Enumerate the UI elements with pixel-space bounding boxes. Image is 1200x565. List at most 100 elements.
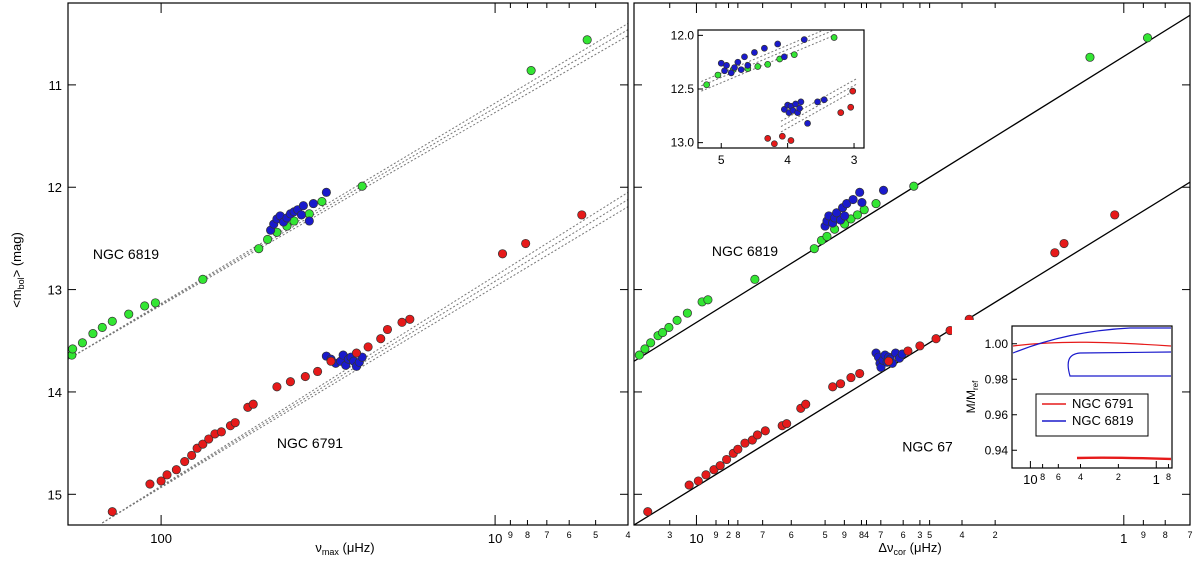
right-blue-point-12	[857, 198, 867, 208]
right-red-point-16	[801, 399, 811, 409]
right-red-point-29	[1059, 238, 1069, 249]
inset-top-green-point-4	[754, 63, 762, 70]
inset-bottom-y-label-sub: ref	[971, 380, 980, 390]
right-x-minor-label-8: 9	[1141, 530, 1146, 540]
right-green-point-2	[646, 338, 656, 348]
left-x-minor-label-1: 8	[525, 530, 530, 540]
inset-top-blue-point-7	[741, 53, 748, 61]
left-x-minor-label-3: 6	[567, 530, 572, 540]
right-x-minor-label-0: 9	[713, 530, 718, 540]
inset-bottom-blue-curve-top	[1012, 327, 1171, 354]
inset-top-background	[658, 18, 876, 170]
right-red-point-4	[709, 465, 719, 475]
left-red-point-4	[171, 465, 181, 475]
left-green-point-9	[198, 274, 208, 284]
left-fit-line-5	[102, 206, 628, 524]
right-green-point-0	[634, 350, 644, 360]
inset-top-green-point-1	[714, 71, 722, 79]
right-red-point-2	[693, 476, 703, 486]
left-x-minor-label-7: 2	[726, 530, 731, 540]
inset-top-x-tick-label-1: 4	[784, 153, 791, 167]
inset-bottom-x-minor-label-1: 6	[1056, 472, 1061, 482]
right-red-point-23	[915, 341, 925, 351]
left-x-minor-label-4: 5	[593, 530, 598, 540]
right-green-point-21	[1085, 52, 1095, 62]
right-x-major-label-0: 10	[689, 531, 703, 546]
right-red-point-21	[884, 356, 894, 366]
inset-top-y-tick-label-0: 12.0	[671, 28, 695, 42]
right-green-point-22	[1142, 33, 1153, 43]
left-blue-point-9	[296, 210, 306, 220]
inset-top-blue-point-24	[814, 98, 821, 106]
inset-top-y-tick-label-1: 12.5	[671, 82, 695, 96]
right-green-point-20	[909, 181, 919, 191]
right-blue-point-9	[842, 199, 852, 209]
left-red-point-6	[187, 450, 197, 460]
inset-bottom-x-minor-label-4: 8	[1166, 472, 1171, 482]
inset-legend-box	[1035, 393, 1149, 437]
right-red-point-24	[931, 334, 941, 344]
inset-top-red-point-1	[771, 140, 778, 148]
inset-top-blue-point-5	[734, 58, 742, 66]
right-plot-area	[634, 14, 1190, 525]
inset-bottom-x-major-label-0: 10	[1023, 472, 1037, 487]
left-green-point-5	[107, 316, 117, 326]
left-x-minor-label-9: 8	[859, 530, 864, 540]
left-green-point-11	[263, 234, 273, 244]
inset-top-y-tick-label-2: 13.0	[671, 136, 695, 150]
right-green-point-17	[852, 210, 863, 220]
left-green-point-1	[68, 344, 78, 354]
inset-bottom-y-tick-label-2: 0.98	[985, 372, 1009, 386]
right-green-point-11	[809, 244, 819, 254]
right-blue-point-5	[832, 208, 842, 218]
right-red-point-1	[684, 480, 694, 490]
left-x-minor-label-2: 7	[544, 530, 549, 540]
right-green-point-6	[672, 315, 682, 325]
left-green-point-7	[140, 301, 150, 311]
left-red-point-5	[180, 456, 190, 467]
left-y-tick-label-4: 15	[48, 487, 62, 502]
inset-bottom-x-minor-label-0: 8	[1040, 472, 1045, 482]
inset-top-red-point-6	[849, 87, 857, 95]
left-y-tick-label-1: 12	[48, 180, 62, 195]
inset-top-fit-line-4	[780, 88, 858, 133]
inset-top-green-point-8	[830, 34, 838, 41]
inset-bottom-frame	[1011, 325, 1173, 469]
left-red-point-22	[363, 342, 373, 352]
right-red-point-6	[722, 454, 732, 465]
left-red-point-9	[204, 434, 214, 444]
right-x-minor-label-10: 7	[1187, 530, 1192, 540]
left-red-point-0	[107, 507, 117, 517]
inset-bottom-red-curve	[1012, 341, 1172, 347]
inset-top-blue-point-4	[731, 64, 738, 71]
inset-top-blue-point-3	[727, 69, 735, 77]
inset-top-fit-line-5	[780, 77, 858, 122]
inset-top-blue-point-23	[804, 119, 811, 127]
inset-top-blue-point-11	[774, 40, 782, 48]
left-fit-line-0	[68, 23, 628, 360]
right-x-minor-label-5: 4	[864, 530, 869, 540]
left-annotation-0: NGC 6819	[93, 246, 159, 262]
right-fit-line-1	[634, 181, 1190, 525]
left-fit-line-4	[102, 199, 628, 524]
left-red-point-23	[376, 334, 386, 344]
inset-top-blue-point-21	[796, 104, 803, 112]
right-red-point-30	[1110, 210, 1120, 220]
right-x-minor-label-7: 2	[993, 530, 998, 540]
right-red-point-3	[701, 470, 711, 480]
inset-top-green-point-7	[790, 51, 798, 59]
right-green-point-9	[703, 295, 713, 305]
right-red-point-11	[752, 430, 762, 440]
left-green-point-2	[77, 338, 87, 348]
right-x-minor-label-4: 5	[823, 530, 828, 540]
left-annotation-1: NGC 6791	[277, 435, 343, 451]
left-blue-point-10	[298, 201, 308, 211]
left-x-minor-label-12: 5	[927, 530, 932, 540]
left-red-point-2	[156, 476, 166, 486]
right-red-point-8	[733, 444, 743, 454]
inset-top-green-point-0	[703, 81, 710, 89]
inset-top-blue-point-25	[820, 96, 828, 104]
right-x-axis-label: Δνcor (μHz)	[878, 540, 941, 557]
inset-bottom-y-tick-label-3: 1.00	[985, 337, 1009, 351]
